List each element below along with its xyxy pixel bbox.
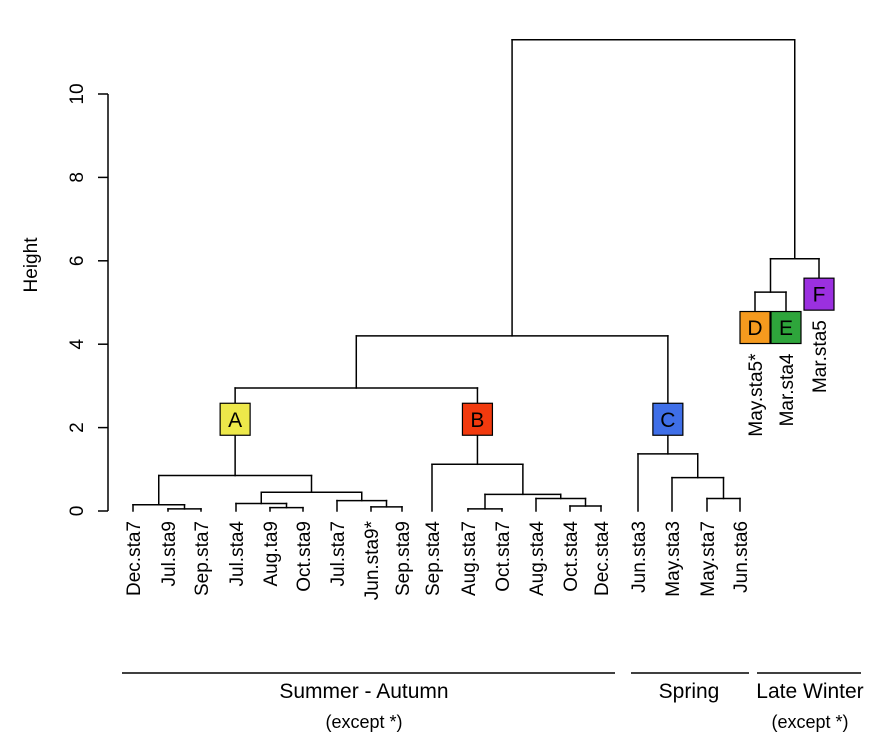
leaf-label: Sep.sta9 — [393, 521, 414, 596]
cluster-box-fill — [219, 402, 251, 436]
cluster-box-fill — [803, 277, 835, 311]
y-axis-label: Height — [21, 237, 42, 293]
leaf-label: May.sta3 — [663, 521, 684, 597]
group-summer-autumn: Summer - Autumn (except *) — [122, 672, 615, 732]
y-tick-label: 6 — [67, 256, 88, 267]
group-late-winter: Late Winter (except *) — [756, 672, 864, 732]
leaf-label: Mar.sta5 — [810, 320, 831, 393]
group-labels: Summer - Autumn (except *) Spring Late Wint… — [122, 672, 864, 732]
leaf-label: Aug.sta4 — [527, 521, 548, 596]
y-tick-label: 8 — [67, 172, 88, 183]
cluster-box-d: D — [739, 310, 771, 345]
group-sublabel: (except *) — [771, 712, 848, 732]
cluster-label: D — [747, 317, 762, 340]
cluster-box-c: C — [652, 402, 684, 436]
cluster-boxes: A B C D EF — [219, 277, 835, 436]
cluster-box-f: F — [803, 277, 835, 311]
leaf-label: Oct.sta7 — [493, 521, 514, 592]
leaf-label: Jul.sta7 — [328, 521, 349, 586]
leaf-label: Jun.sta9* — [362, 520, 383, 600]
group-label: Summer - Autumn — [279, 680, 448, 703]
leaf-label: Mar.sta4 — [777, 353, 798, 426]
leaf-label: Jul.sta9 — [159, 521, 180, 586]
y-axis: 0 2 4 6 8 10 — [67, 83, 109, 517]
group-label: Spring — [659, 680, 720, 703]
leaf-label: May.sta5* — [746, 353, 767, 437]
dendrogram-tree — [132, 39, 820, 512]
leaf-label: Aug.ta9 — [261, 521, 282, 587]
cluster-box-b: B — [461, 402, 494, 436]
leaf-label: Sep.sta4 — [423, 521, 444, 596]
leaf-label: Sep.sta7 — [192, 521, 213, 596]
cluster-box-fill — [739, 310, 771, 345]
cluster-box-fill — [461, 402, 494, 436]
y-tick-label: 0 — [67, 506, 88, 517]
cluster-label: F — [813, 284, 826, 307]
leaf-label: Oct.sta9 — [294, 521, 315, 592]
leaf-label: Dec.sta7 — [124, 521, 145, 596]
leaf-label: Aug.sta7 — [459, 521, 480, 596]
leaf-labels: Dec.sta7 Jul.sta9 Sep.sta7 Jul.sta4 Aug.ta9 O… — [124, 320, 831, 600]
group-label: Late Winter — [756, 680, 863, 703]
cluster-box-fill — [652, 402, 684, 436]
group-spring: Spring — [631, 672, 749, 703]
cluster-label: B — [470, 409, 484, 432]
leaf-label: Oct.sta4 — [561, 521, 582, 592]
cluster-box-a: A — [219, 402, 251, 436]
leaf-label: May.sta7 — [698, 521, 719, 597]
cluster-box-e: E — [770, 310, 802, 345]
y-tick-label: 2 — [67, 422, 88, 433]
cluster-label: E — [779, 317, 793, 340]
leaf-label: Jun.sta6 — [731, 521, 752, 593]
cluster-label: A — [228, 409, 242, 432]
cluster-label: C — [660, 409, 675, 432]
cluster-box-fill — [770, 310, 802, 345]
leaf-label: Jun.sta3 — [629, 521, 650, 593]
leaf-label: Jul.sta4 — [227, 521, 248, 587]
y-tick-label: 10 — [67, 83, 88, 104]
leaf-label: Dec.sta4 — [592, 521, 613, 596]
y-tick-label: 4 — [67, 338, 88, 349]
group-sublabel: (except *) — [325, 712, 402, 732]
